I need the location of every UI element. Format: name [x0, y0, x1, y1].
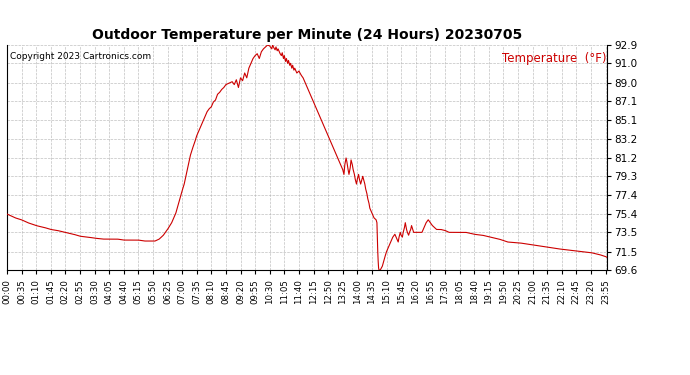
Text: Copyright 2023 Cartronics.com: Copyright 2023 Cartronics.com	[10, 52, 151, 61]
Text: Temperature  (°F): Temperature (°F)	[502, 52, 607, 65]
Title: Outdoor Temperature per Minute (24 Hours) 20230705: Outdoor Temperature per Minute (24 Hours…	[92, 28, 522, 42]
